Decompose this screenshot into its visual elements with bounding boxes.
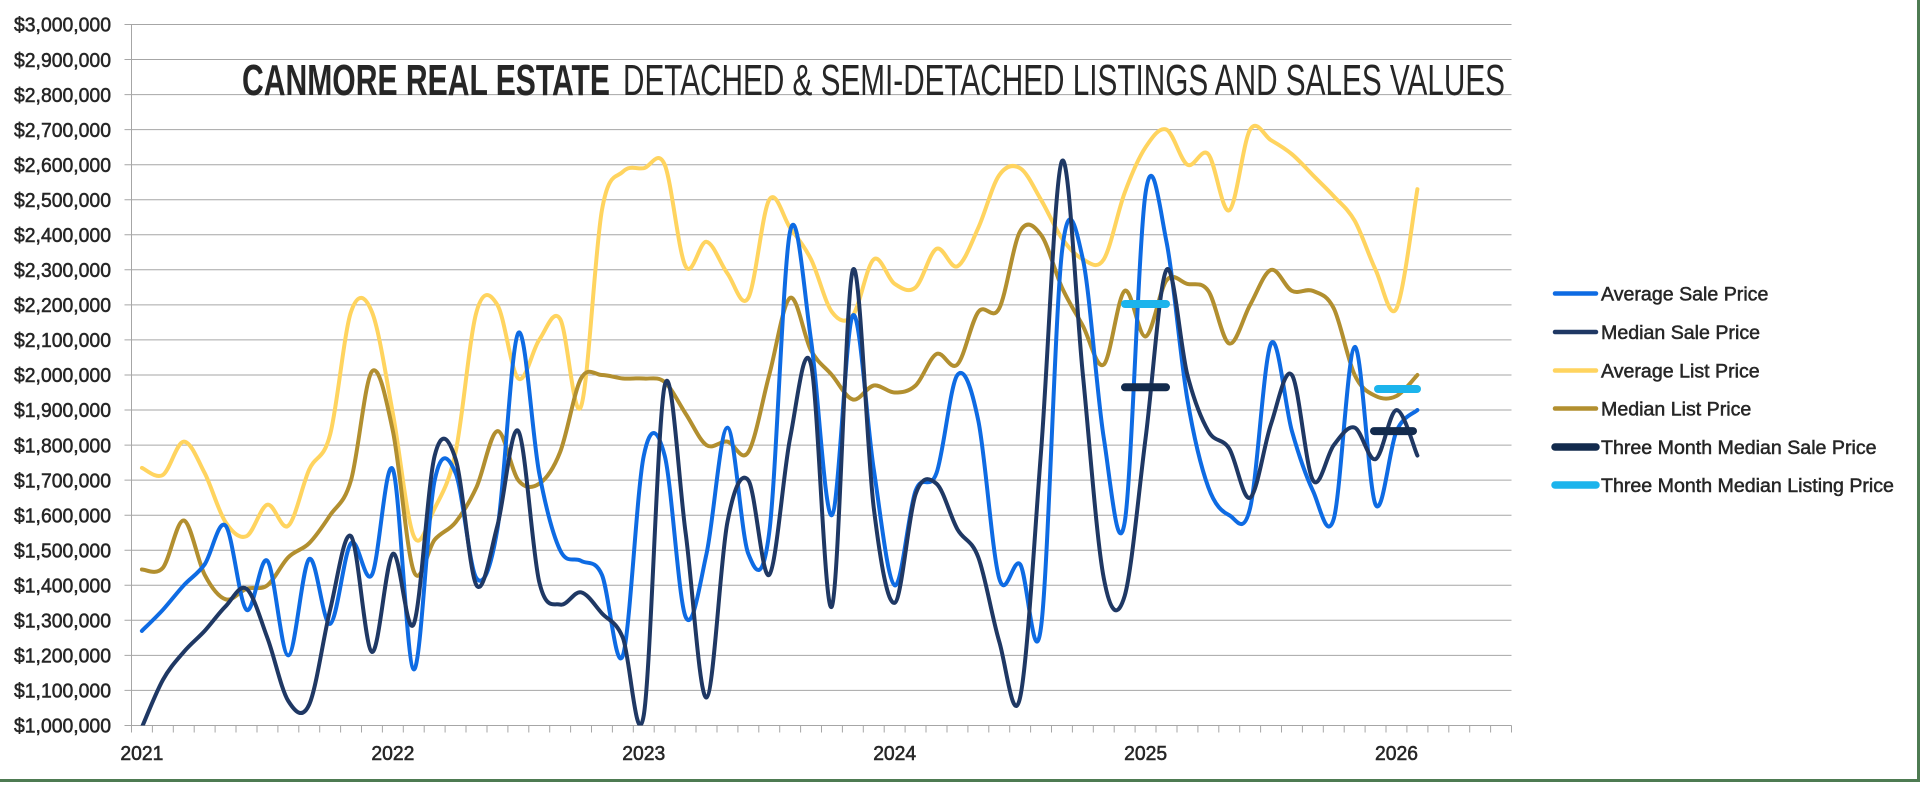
svg-text:CANMORE REAL ESTATE: CANMORE REAL ESTATE [242,56,610,105]
svg-text:$2,800,000: $2,800,000 [14,84,111,107]
svg-text:$1,400,000: $1,400,000 [14,575,111,598]
svg-text:Average List Price: Average List Price [1601,361,1760,383]
svg-text:$2,000,000: $2,000,000 [14,364,111,387]
svg-text:Three Month Median Listing Pri: Three Month Median Listing Price [1601,475,1894,497]
svg-text:$1,500,000: $1,500,000 [14,540,111,563]
svg-text:$1,600,000: $1,600,000 [14,504,111,527]
svg-text:2023: 2023 [622,743,665,765]
svg-text:2026: 2026 [1375,743,1418,765]
svg-text:$2,300,000: $2,300,000 [14,259,111,282]
svg-text:2021: 2021 [120,743,163,765]
svg-text:$1,900,000: $1,900,000 [14,399,111,422]
svg-text:Median Sale Price: Median Sale Price [1601,322,1760,344]
svg-text:Three Month Median Sale Price: Three Month Median Sale Price [1601,437,1877,459]
svg-text:$2,200,000: $2,200,000 [14,294,111,317]
svg-text:$2,700,000: $2,700,000 [14,119,111,142]
svg-text:2025: 2025 [1124,743,1167,765]
svg-text:$3,000,000: $3,000,000 [14,14,111,37]
svg-text:$1,200,000: $1,200,000 [14,645,111,668]
svg-text:Average Sale Price: Average Sale Price [1601,284,1768,306]
svg-text:$2,900,000: $2,900,000 [14,49,111,72]
svg-text:2022: 2022 [371,743,414,765]
svg-text:$2,100,000: $2,100,000 [14,329,111,352]
svg-text:$2,500,000: $2,500,000 [14,189,111,212]
svg-text:DETACHED & SEMI-DETACHED LISTI: DETACHED & SEMI-DETACHED LISTINGS AND SA… [623,56,1505,105]
svg-text:$1,300,000: $1,300,000 [14,610,111,633]
svg-text:2024: 2024 [873,743,916,765]
svg-text:$1,800,000: $1,800,000 [14,434,111,457]
svg-text:$1,100,000: $1,100,000 [14,680,111,703]
svg-text:$1,700,000: $1,700,000 [14,469,111,492]
svg-text:Median List Price: Median List Price [1601,399,1751,421]
svg-text:$1,000,000: $1,000,000 [14,715,111,738]
svg-text:$2,600,000: $2,600,000 [14,154,111,177]
svg-text:$2,400,000: $2,400,000 [14,224,111,247]
